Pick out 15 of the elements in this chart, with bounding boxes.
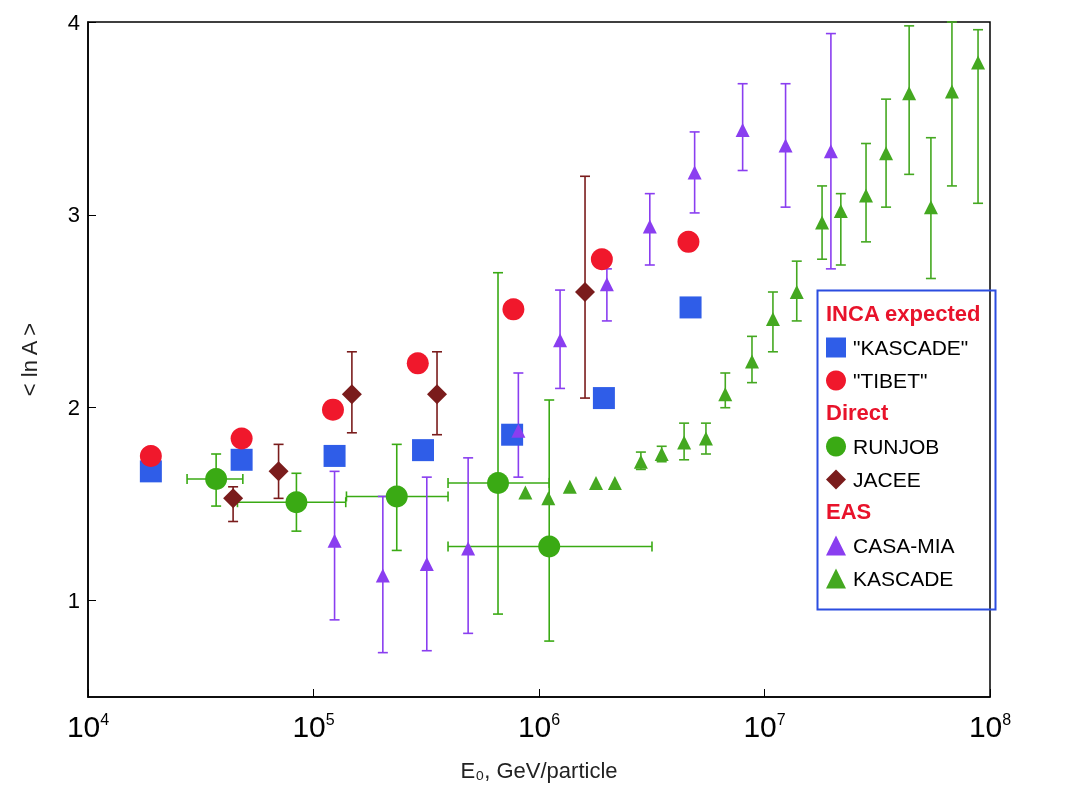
legend-title: INCA expected [826, 300, 981, 326]
legend-label: RUNJOB [853, 435, 940, 458]
legend-label: "TIBET" [853, 369, 928, 392]
y-tick-label: 1 [67, 588, 80, 614]
x-axis-title: E₀, GeV/particle [460, 757, 618, 783]
legend-label: CASA-MIA [853, 534, 955, 557]
y-tick-label: 2 [67, 395, 80, 421]
y-axis-title: < ln A > [16, 322, 42, 397]
y-tick-label: 3 [67, 202, 80, 228]
annotation: EAS [826, 498, 872, 524]
legend-label: KASCADE [853, 567, 954, 590]
annotation: Direct [826, 399, 890, 425]
legend-label: JACEE [853, 468, 921, 491]
legend-label: "KASCADE" [853, 336, 969, 359]
y-tick-label: 4 [67, 9, 80, 35]
